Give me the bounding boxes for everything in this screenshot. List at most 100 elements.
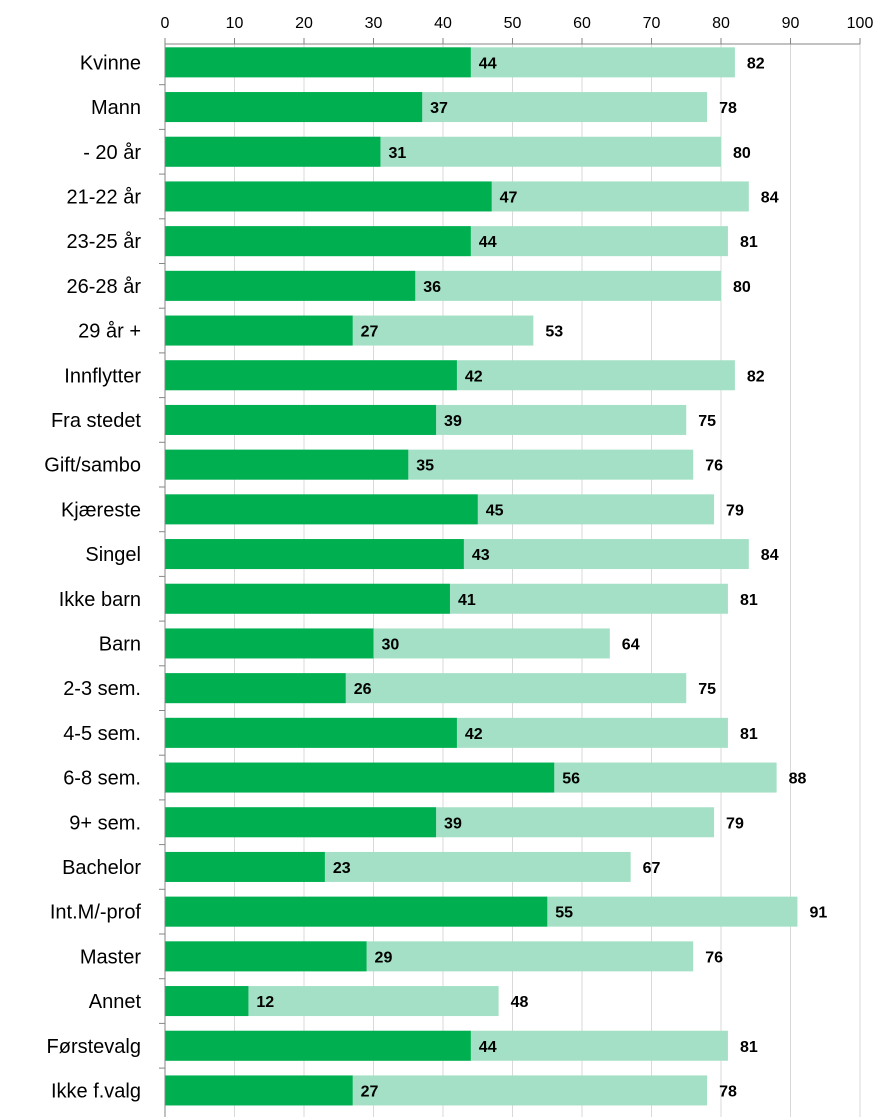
category-label: Annet [89, 991, 142, 1013]
category-label: 26-28 år [67, 276, 142, 298]
category-label: 2-3 sem. [63, 678, 141, 700]
value-label-inner: 29 [375, 949, 393, 966]
value-label-outer: 81 [740, 592, 758, 609]
value-label-inner: 44 [479, 1039, 497, 1056]
value-label-inner: 56 [562, 771, 580, 788]
bar-inner [165, 404, 437, 435]
value-label-inner: 27 [361, 1083, 379, 1100]
value-label-outer: 84 [761, 189, 779, 206]
value-label-outer: 75 [698, 681, 716, 698]
category-label: 4-5 sem. [63, 723, 141, 745]
value-label-outer: 80 [733, 145, 751, 162]
value-label-inner: 30 [382, 636, 400, 653]
bar-inner [165, 449, 409, 480]
bar-inner [165, 47, 471, 78]
value-label-outer: 84 [761, 547, 779, 564]
value-label-inner: 12 [256, 994, 274, 1011]
bar-inner [165, 181, 492, 212]
value-label-inner: 39 [444, 413, 462, 430]
value-label-outer: 81 [740, 726, 758, 743]
category-label: Førstevalg [47, 1036, 141, 1058]
value-label-outer: 81 [740, 234, 758, 251]
bar-inner [165, 92, 423, 123]
category-label: 23-25 år [67, 231, 142, 253]
x-tick-label: 80 [712, 15, 730, 32]
value-label-outer: 80 [733, 279, 751, 296]
value-label-outer: 81 [740, 1039, 758, 1056]
value-label-inner: 45 [486, 502, 504, 519]
category-label: Ikke f.valg [51, 1080, 141, 1102]
bar-inner [165, 807, 437, 838]
x-tick-label: 20 [295, 15, 313, 32]
category-label: Ikke barn [59, 589, 141, 611]
x-tick-label: 100 [847, 15, 874, 32]
value-label-outer: 76 [705, 949, 723, 966]
category-label: Fra stedet [51, 410, 141, 432]
bar-inner [165, 628, 374, 659]
x-tick-label: 30 [365, 15, 383, 32]
value-label-outer: 67 [643, 860, 661, 877]
bar-inner [165, 315, 353, 346]
bar-inner [165, 136, 381, 167]
bar-inner [165, 1030, 471, 1061]
category-label: Kvinne [80, 52, 141, 74]
value-label-inner: 43 [472, 547, 490, 564]
category-label: Int.M/-prof [50, 902, 142, 924]
value-label-outer: 75 [698, 413, 716, 430]
value-label-outer: 78 [719, 1083, 737, 1100]
value-label-inner: 26 [354, 681, 372, 698]
category-label: Bachelor [62, 857, 141, 879]
bar-inner [165, 1075, 353, 1106]
x-tick-label: 10 [226, 15, 244, 32]
value-label-inner: 39 [444, 815, 462, 832]
x-tick-label: 50 [504, 15, 522, 32]
value-label-outer: 53 [545, 324, 563, 341]
value-label-outer: 79 [726, 502, 744, 519]
value-label-outer: 64 [622, 636, 640, 653]
value-label-inner: 35 [416, 458, 434, 475]
bar-inner [165, 896, 548, 927]
bar-inner [165, 986, 249, 1017]
category-label: 29 år + [78, 321, 141, 343]
x-tick-label: 0 [161, 15, 170, 32]
x-tick-label: 60 [573, 15, 591, 32]
category-labels: Kvinne Mann - 20 år 21-22 år 23-25 år 26-28 å… [44, 52, 141, 1102]
x-tick-label: 40 [434, 15, 452, 32]
value-label-inner: 36 [423, 279, 441, 296]
category-label: Singel [85, 544, 141, 566]
value-label-inner: 31 [388, 145, 406, 162]
bar-inner [165, 941, 367, 972]
x-axis: 0 10 20 30 40 50 60 70 80 90 100 [159, 15, 873, 1117]
bars [165, 47, 798, 1106]
bar-inner [165, 226, 471, 257]
category-label: Gift/sambo [44, 455, 141, 477]
value-label-outer: 88 [789, 771, 807, 788]
category-label: Innflytter [64, 365, 141, 387]
bar-inner [165, 539, 464, 570]
value-label-outer: 48 [511, 994, 529, 1011]
value-label-outer: 79 [726, 815, 744, 832]
value-label-outer: 76 [705, 458, 723, 475]
bar-inner [165, 270, 416, 301]
bar-inner [165, 851, 325, 882]
category-label: 21-22 år [67, 186, 142, 208]
value-label-inner: 55 [555, 905, 573, 922]
value-label-inner: 44 [479, 234, 497, 251]
value-label-outer: 82 [747, 368, 765, 385]
bar-inner [165, 762, 555, 793]
category-label: Master [80, 946, 141, 968]
value-label-outer: 82 [747, 55, 765, 72]
value-labels: 44 82 37 78 31 80 47 84 44 81 36 80 27 53 42 82 39 75 35 76… [256, 55, 827, 1100]
bar-inner [165, 494, 478, 525]
category-label: Mann [91, 97, 141, 119]
value-label-outer: 78 [719, 100, 737, 117]
value-label-inner: 23 [333, 860, 351, 877]
value-label-inner: 42 [465, 726, 483, 743]
category-label: Barn [99, 633, 141, 655]
gridlines [234, 44, 861, 1117]
value-label-inner: 42 [465, 368, 483, 385]
category-label: - 20 år [83, 142, 141, 164]
bar-inner [165, 673, 346, 704]
value-label-inner: 44 [479, 55, 497, 72]
